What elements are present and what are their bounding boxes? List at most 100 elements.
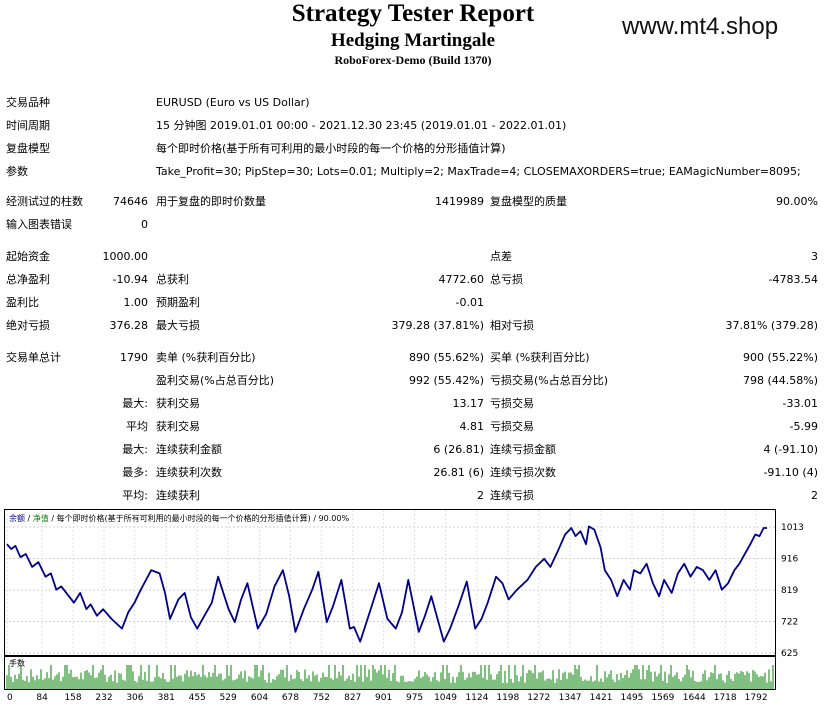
long-positions-label: 买单 (%获利百分比) [490,351,590,364]
period-value: 15 分钟图 2019.01.01 00:00 - 2021.12.30 23:… [156,119,567,132]
largest-profit-label: 获利交易 [156,397,200,410]
symbol-value: EURUSD (Euro vs US Dollar) [156,96,310,109]
x-tick-label: 1049 [434,693,457,703]
x-tick-label: 529 [220,693,237,703]
profit-factor-label: 盈利比 [6,296,39,309]
average-loss-label: 亏损交易 [490,420,534,433]
balance-line [6,525,767,643]
bars-label: 经测试过的柱数 [6,195,83,208]
params-label: 参数 [6,165,28,178]
largest-profit-value: 13.17 [452,397,485,410]
x-tick-label: 827 [344,693,361,703]
long-positions-value: 900 (55.22%) [742,351,818,364]
spread-value: 3 [811,250,818,263]
legend-equity: 净值 [33,513,49,523]
ticks-value: 1419989 [435,195,484,208]
expected-payoff-value: -0.01 [455,296,484,309]
x-tick-label: 975 [406,693,423,703]
x-tick-label: 752 [313,693,330,703]
average-loss-value: -5.99 [789,420,818,433]
x-tick-label: 901 [375,693,392,703]
x-grid [6,510,757,655]
legend-sep: / [25,514,33,523]
total-trades-label: 交易单总计 [6,351,61,364]
gross-profit-value: 4772.60 [438,273,485,286]
profit-trades-value: 992 (55.42%) [408,374,484,387]
maximal-drawdown-value: 379.28 (37.81%) [391,319,484,332]
x-tick-label: 1347 [559,693,582,703]
most-consecutive-losses-value: -91.10 (4) [763,466,818,479]
most-consecutive-prefix: 最多: [122,466,148,479]
x-tick-label: 1792 [745,693,768,703]
absolute-drawdown-value: 376.28 [109,319,149,332]
quality-label: 复盘模型的质量 [490,195,567,208]
net-profit-value: -10.94 [112,273,148,286]
average-prefix: 平均 [126,420,148,433]
expected-payoff-label: 预期盈利 [156,296,200,309]
profit-factor-value: 1.00 [123,296,149,309]
relative-drawdown-label: 相对亏损 [490,319,534,332]
period-label: 时间周期 [6,119,50,132]
x-tick-label: 232 [95,693,112,703]
max-consecutive-losses-label: 连续亏损金额 [490,443,556,456]
y-grid [5,526,775,654]
average-consecutive-wins-value: 2 [477,489,484,502]
average-profit-label: 获利交易 [156,420,200,433]
ea-name: Hedging Martingale [330,30,496,51]
legend-balance: 余额 [9,513,25,523]
watermark-link[interactable]: www.mt4.shop [622,13,779,40]
quality-value: 90.00% [776,195,818,208]
y-tick-label: 819 [781,586,798,596]
loss-trades-label: 亏损交易(%占总百分比) [490,374,609,387]
total-trades-value: 1790 [120,351,148,364]
x-tick-label: 604 [251,693,268,703]
max-consecutive-prefix: 最大: [122,443,148,456]
model-label: 复盘模型 [6,142,50,155]
most-consecutive-wins-label: 连续获利次数 [156,466,222,479]
x-tick-labels: 0 84 158 232 306 381 455 529 604 678 752 827 901 975 1… [7,693,768,703]
chart-plot-frame [4,509,776,656]
x-tick-label: 1644 [683,693,706,703]
net-profit-label: 总净盈利 [6,273,50,286]
balance-series [6,525,767,643]
legend-rest: / 每个即时价格(基于所有可利用的最小时段的每一个价格的分形插值计算) / 90… [49,513,350,523]
spread-label: 点差 [490,250,512,263]
report-title: Strategy Tester Report [291,0,535,27]
symbol-label: 交易品种 [6,96,50,109]
deposit-label: 起始资金 [6,250,50,263]
errors-label: 输入图表错误 [6,218,72,231]
gross-loss-value: -4783.54 [768,273,818,286]
y-tick-labels: 1013 916 819 722 625 [781,523,804,659]
volume-bars [6,665,774,689]
average-consecutive-prefix: 平均: [122,489,148,502]
x-tick-label: 84 [36,693,48,703]
chart-legend-text: 余额 / 净值 / 每个即时价格(基于所有可利用的最小时段的每一个价格的分形插值… [9,513,349,523]
largest-prefix: 最大: [122,397,148,410]
x-tick-label: 1421 [590,693,613,703]
volume-label: 手数 [9,658,25,668]
volume-frame [4,656,776,690]
deposit-value: 1000.00 [102,250,149,263]
x-tick-label: 455 [189,693,206,703]
balance-chart: 余额 / 净值 / 每个即时价格(基于所有可利用的最小时段的每一个价格的分形插值… [4,509,804,703]
x-tick-label: 306 [126,693,143,703]
profit-trades-label: 盈利交易(%占总百分比) [156,374,275,387]
largest-loss-value: -33.01 [782,397,818,410]
server-build: RoboForex-Demo (Build 1370) [334,53,492,67]
relative-drawdown-value: 37.81% (379.28) [725,319,818,332]
x-tick-label: 1569 [651,693,674,703]
y-tick-label: 722 [781,618,798,628]
x-tick-label: 1495 [621,693,644,703]
short-positions-value: 890 (55.62%) [408,351,484,364]
average-profit-value: 4.81 [459,420,485,433]
x-tick-label: 678 [282,693,299,703]
max-consecutive-wins-value: 6 (26.81) [433,443,484,456]
model-value: 每个即时价格(基于所有可利用的最小时段的每一个价格的分形插值计算) [156,142,506,155]
x-tick-label: 0 [7,693,13,703]
chart-legend: 余额 / 净值 / 每个即时价格(基于所有可利用的最小时段的每一个价格的分形插值… [9,513,349,523]
absolute-drawdown-label: 绝对亏损 [6,319,50,332]
short-positions-label: 卖单 (%获利百分比) [156,351,256,364]
average-consecutive-losses-label: 连续亏损 [490,489,534,502]
x-tick-label: 1198 [496,693,519,703]
max-consecutive-wins-label: 连续获利金额 [156,443,222,456]
